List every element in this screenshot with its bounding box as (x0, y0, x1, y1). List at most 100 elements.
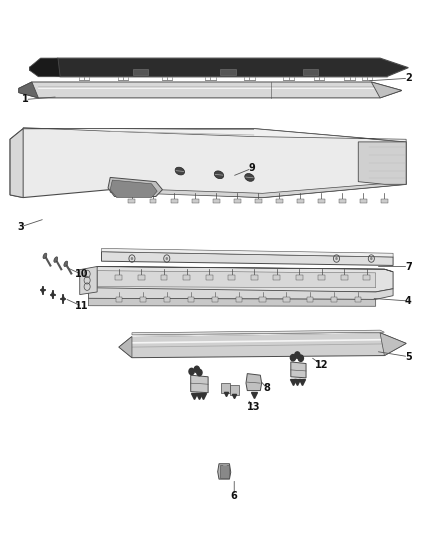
Bar (318, 199, 325, 204)
FancyBboxPatch shape (303, 69, 318, 75)
Bar (205, 275, 212, 280)
Bar (221, 383, 230, 393)
Bar (140, 297, 146, 302)
Text: 2: 2 (405, 73, 412, 83)
Text: 3: 3 (18, 222, 25, 232)
Circle shape (295, 352, 300, 358)
Bar (276, 199, 283, 204)
Polygon shape (371, 82, 402, 98)
Polygon shape (380, 333, 406, 356)
Polygon shape (102, 252, 393, 265)
Bar (230, 385, 239, 395)
Polygon shape (218, 464, 231, 479)
Polygon shape (88, 266, 393, 292)
Ellipse shape (54, 257, 58, 262)
Text: 1: 1 (22, 94, 29, 104)
Ellipse shape (43, 253, 47, 259)
Bar (364, 275, 371, 280)
Bar (116, 297, 122, 302)
Polygon shape (10, 128, 406, 198)
Ellipse shape (175, 167, 184, 175)
Polygon shape (132, 330, 385, 335)
Polygon shape (110, 182, 406, 198)
Text: 9: 9 (248, 164, 255, 173)
Bar (212, 297, 218, 302)
Polygon shape (51, 291, 55, 298)
Bar (283, 297, 290, 302)
Bar (149, 199, 156, 204)
Bar (170, 199, 177, 204)
Bar (138, 275, 145, 280)
Polygon shape (119, 336, 132, 358)
Text: 8: 8 (263, 383, 270, 393)
Bar (183, 275, 190, 280)
Bar (318, 275, 325, 280)
Bar (251, 275, 258, 280)
Text: 5: 5 (405, 352, 412, 361)
Bar (128, 199, 135, 204)
Polygon shape (119, 333, 406, 358)
Text: 11: 11 (75, 301, 88, 311)
Polygon shape (88, 298, 376, 306)
Polygon shape (80, 266, 97, 295)
Polygon shape (246, 374, 261, 391)
Polygon shape (358, 142, 406, 184)
Polygon shape (108, 177, 162, 197)
Bar (341, 275, 348, 280)
Bar (331, 297, 337, 302)
Ellipse shape (245, 174, 254, 181)
Bar (273, 275, 280, 280)
Polygon shape (19, 82, 402, 98)
Polygon shape (110, 180, 157, 198)
Bar (212, 199, 219, 204)
Text: 12: 12 (314, 360, 328, 369)
Bar (339, 199, 346, 204)
Polygon shape (41, 287, 45, 294)
FancyBboxPatch shape (220, 69, 236, 75)
Circle shape (370, 257, 373, 260)
Bar (187, 297, 194, 302)
Bar (259, 297, 265, 302)
Text: 13: 13 (247, 402, 261, 412)
FancyBboxPatch shape (133, 69, 148, 75)
Bar (228, 275, 235, 280)
Polygon shape (30, 58, 60, 77)
Bar (254, 199, 261, 204)
Circle shape (189, 368, 194, 375)
Polygon shape (191, 375, 208, 393)
Circle shape (290, 354, 296, 361)
Text: 4: 4 (405, 296, 412, 306)
Ellipse shape (214, 171, 224, 179)
Text: 6: 6 (231, 490, 237, 500)
Ellipse shape (64, 261, 68, 266)
Polygon shape (88, 288, 393, 300)
Circle shape (197, 369, 202, 376)
Circle shape (131, 257, 133, 260)
Circle shape (335, 257, 338, 260)
Polygon shape (23, 127, 406, 142)
Bar (297, 199, 304, 204)
Text: 10: 10 (75, 270, 88, 279)
Polygon shape (97, 271, 376, 288)
Bar (191, 199, 198, 204)
Polygon shape (10, 128, 23, 198)
Circle shape (166, 257, 168, 260)
Polygon shape (220, 465, 229, 478)
Circle shape (194, 366, 199, 373)
Bar (296, 275, 303, 280)
Bar (355, 297, 361, 302)
Bar (116, 275, 122, 280)
Polygon shape (97, 266, 393, 272)
Bar (381, 199, 388, 204)
Polygon shape (291, 362, 306, 378)
Bar (307, 297, 314, 302)
Polygon shape (61, 295, 65, 303)
Bar (160, 275, 167, 280)
Polygon shape (30, 58, 408, 77)
Polygon shape (19, 82, 39, 98)
Circle shape (298, 355, 304, 361)
Polygon shape (102, 248, 393, 257)
Bar (233, 199, 240, 204)
Bar (236, 297, 242, 302)
Bar (164, 297, 170, 302)
